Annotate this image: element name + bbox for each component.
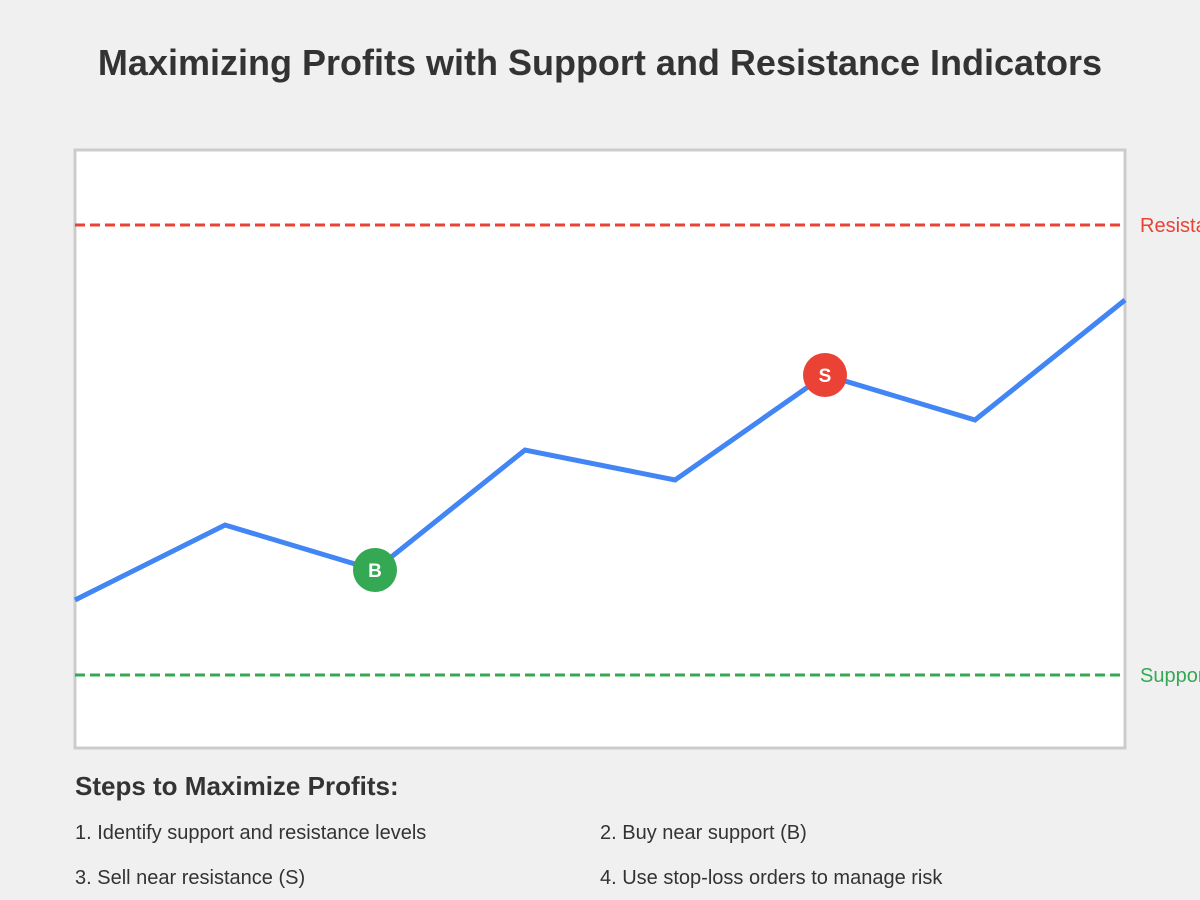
sell-marker: S	[803, 353, 847, 397]
step-item-2: 2. Buy near support (B)	[600, 822, 807, 844]
buy-marker-label: B	[368, 561, 382, 582]
step-item-3: 3. Sell near resistance (S)	[75, 867, 306, 889]
chart-area	[73, 148, 1127, 750]
sell-marker-label: S	[819, 366, 832, 387]
steps-heading: Steps to Maximize Profits:	[75, 771, 399, 801]
buy-marker: B	[353, 548, 397, 592]
step-item-1: 1. Identify support and resistance level…	[75, 822, 427, 844]
resistance-label: Resistance	[1140, 215, 1200, 237]
page-title: Maximizing Profits with Support and Resi…	[97, 42, 1103, 83]
sell-marker-circle	[803, 353, 847, 397]
price-line	[73, 298, 1127, 603]
support-label: Support	[1140, 665, 1200, 687]
buy-marker-circle	[353, 548, 397, 592]
step-item-4: 4. Use stop-loss orders to manage risk	[600, 867, 943, 889]
